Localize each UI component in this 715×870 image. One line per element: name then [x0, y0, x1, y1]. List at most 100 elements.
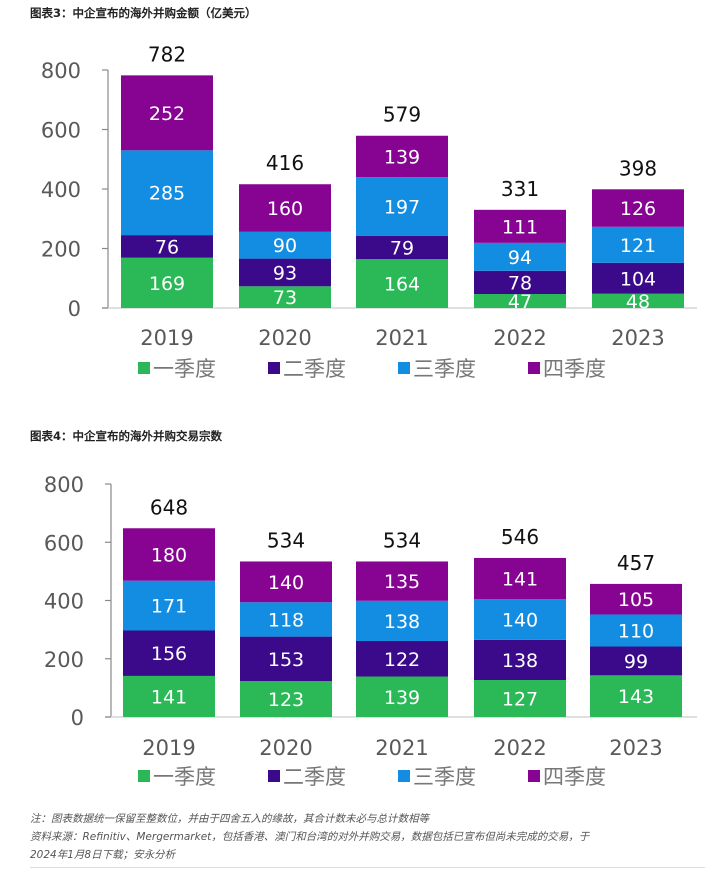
data-label: 252	[149, 103, 185, 125]
legend-label: 二季度	[283, 357, 346, 381]
data-label: 122	[384, 649, 420, 671]
legend-label: 四季度	[543, 357, 606, 381]
x-tick-label: 2020	[259, 736, 312, 760]
data-label: 90	[273, 235, 297, 257]
y-tick-label: 0	[68, 297, 81, 321]
bar-segment-2023-q2	[592, 262, 684, 294]
legend-swatch	[528, 362, 540, 374]
legend-label: 一季度	[153, 357, 216, 381]
data-label: 76	[155, 236, 179, 258]
legend-swatch	[528, 770, 540, 782]
chart-3-amount: 0 200 400 600 800 169 76 285 252 782 2019 73 93 90 160…	[41, 42, 697, 381]
bar-segment-2019-q1	[123, 675, 215, 717]
data-label: 138	[384, 611, 420, 633]
bar-segment-2022-q1	[474, 680, 566, 717]
bar-segment-2021-q1	[356, 676, 448, 717]
legend-item-q2: 二季度	[268, 765, 346, 789]
x-tick-label: 2021	[375, 736, 428, 760]
data-label: 73	[273, 287, 297, 309]
legend-label: 二季度	[283, 765, 346, 789]
bar-segment-2023-q1	[590, 675, 682, 717]
x-tick-label: 2019	[142, 736, 195, 760]
data-label: 78	[508, 272, 532, 294]
data-label: 126	[620, 198, 656, 220]
chart-4-deal-count: 0 200 400 600 800 141 156 171 180 648 2019 123 153 11…	[44, 473, 697, 789]
data-label: 118	[268, 609, 304, 631]
x-tick-label: 2020	[258, 326, 311, 350]
bar-segment-2020-q2	[239, 258, 331, 287]
total-label: 331	[501, 177, 539, 201]
x-tick-label: 2022	[493, 326, 546, 350]
data-label: 171	[151, 596, 187, 618]
data-label: 180	[151, 544, 187, 566]
data-label: 156	[151, 643, 187, 665]
legend-swatch	[268, 362, 280, 374]
data-label: 143	[618, 686, 654, 708]
total-label: 534	[267, 528, 305, 552]
data-label: 99	[624, 651, 648, 673]
total-label: 648	[150, 495, 188, 519]
data-label: 140	[268, 572, 304, 594]
bar-segment-2022-q2	[474, 639, 566, 681]
total-label: 457	[617, 551, 655, 575]
bar-segment-2020-q3	[240, 602, 332, 637]
bar-segment-2022-q4	[474, 557, 566, 600]
total-label: 534	[383, 528, 421, 552]
y-tick-label: 200	[44, 648, 84, 672]
legend-label: 三季度	[413, 765, 476, 789]
bar-segment-2021-q2	[356, 640, 448, 677]
bar-segment-2021-q3	[356, 600, 448, 641]
total-label: 398	[619, 156, 657, 180]
x-tick-label: 2023	[609, 736, 662, 760]
y-tick-label: 200	[41, 238, 81, 262]
data-label: 139	[384, 146, 420, 168]
data-label: 141	[151, 686, 187, 708]
data-label: 141	[502, 569, 538, 591]
total-label: 546	[501, 525, 539, 549]
bar-segment-2022-q3	[474, 599, 566, 640]
data-label: 93	[273, 262, 297, 284]
x-tick-label: 2023	[611, 326, 664, 350]
bar-segment-2021-q1	[356, 259, 448, 308]
data-label: 140	[502, 609, 538, 631]
total-label: 416	[266, 151, 304, 175]
data-label: 164	[384, 274, 420, 296]
chart-3-title: 图表3：中企宣布的海外并购金额（亿美元）	[30, 6, 257, 20]
legend-item-q4: 四季度	[528, 765, 606, 789]
legend-item-q2: 二季度	[268, 357, 346, 381]
data-label: 127	[502, 689, 538, 711]
data-label: 169	[149, 273, 185, 295]
data-label: 138	[502, 650, 538, 672]
chart-4-title: 图表4：中企宣布的海外并购交易宗数	[30, 429, 222, 443]
data-label: 47	[508, 291, 532, 313]
bar-segment-2021-q3	[356, 177, 448, 236]
bar-segment-2019-q2	[123, 630, 215, 676]
data-label: 94	[508, 247, 532, 269]
bar-segment-2019-q4	[123, 528, 215, 581]
bar-segment-2020-q4	[240, 561, 332, 603]
bar-segment-2023-q1	[592, 293, 684, 308]
bar-segment-2020-q1	[239, 286, 331, 308]
bar-segment-2023-q3	[590, 614, 682, 647]
legend-item-q1: 一季度	[138, 357, 216, 381]
data-label: 110	[618, 620, 654, 642]
legend-label: 一季度	[153, 765, 216, 789]
legend-item-q3: 三季度	[398, 357, 476, 381]
legend-item-q1: 一季度	[138, 765, 216, 789]
divider	[30, 867, 705, 868]
bar-segment-2020-q4	[239, 184, 331, 232]
data-label: 111	[502, 216, 538, 238]
legend-label: 四季度	[543, 765, 606, 789]
data-label: 160	[267, 198, 303, 220]
y-tick-label: 0	[71, 706, 84, 730]
data-label: 105	[618, 589, 654, 611]
data-label: 139	[384, 687, 420, 709]
y-tick-label: 600	[44, 531, 84, 555]
chart-note: 注：图表数据统一保留至整数位，并由于四舍五入的缘故，其合计数未必与总计数相等	[30, 813, 429, 825]
bar-segment-2019-q1	[121, 257, 213, 308]
data-label: 135	[384, 571, 420, 593]
bar-segment-2019-q3	[121, 150, 213, 236]
bar-segment-2022-q1	[474, 294, 566, 308]
bar-segment-2020-q3	[239, 231, 331, 259]
source-line-2: 2024年1月8日下载；安永分析	[30, 849, 176, 861]
